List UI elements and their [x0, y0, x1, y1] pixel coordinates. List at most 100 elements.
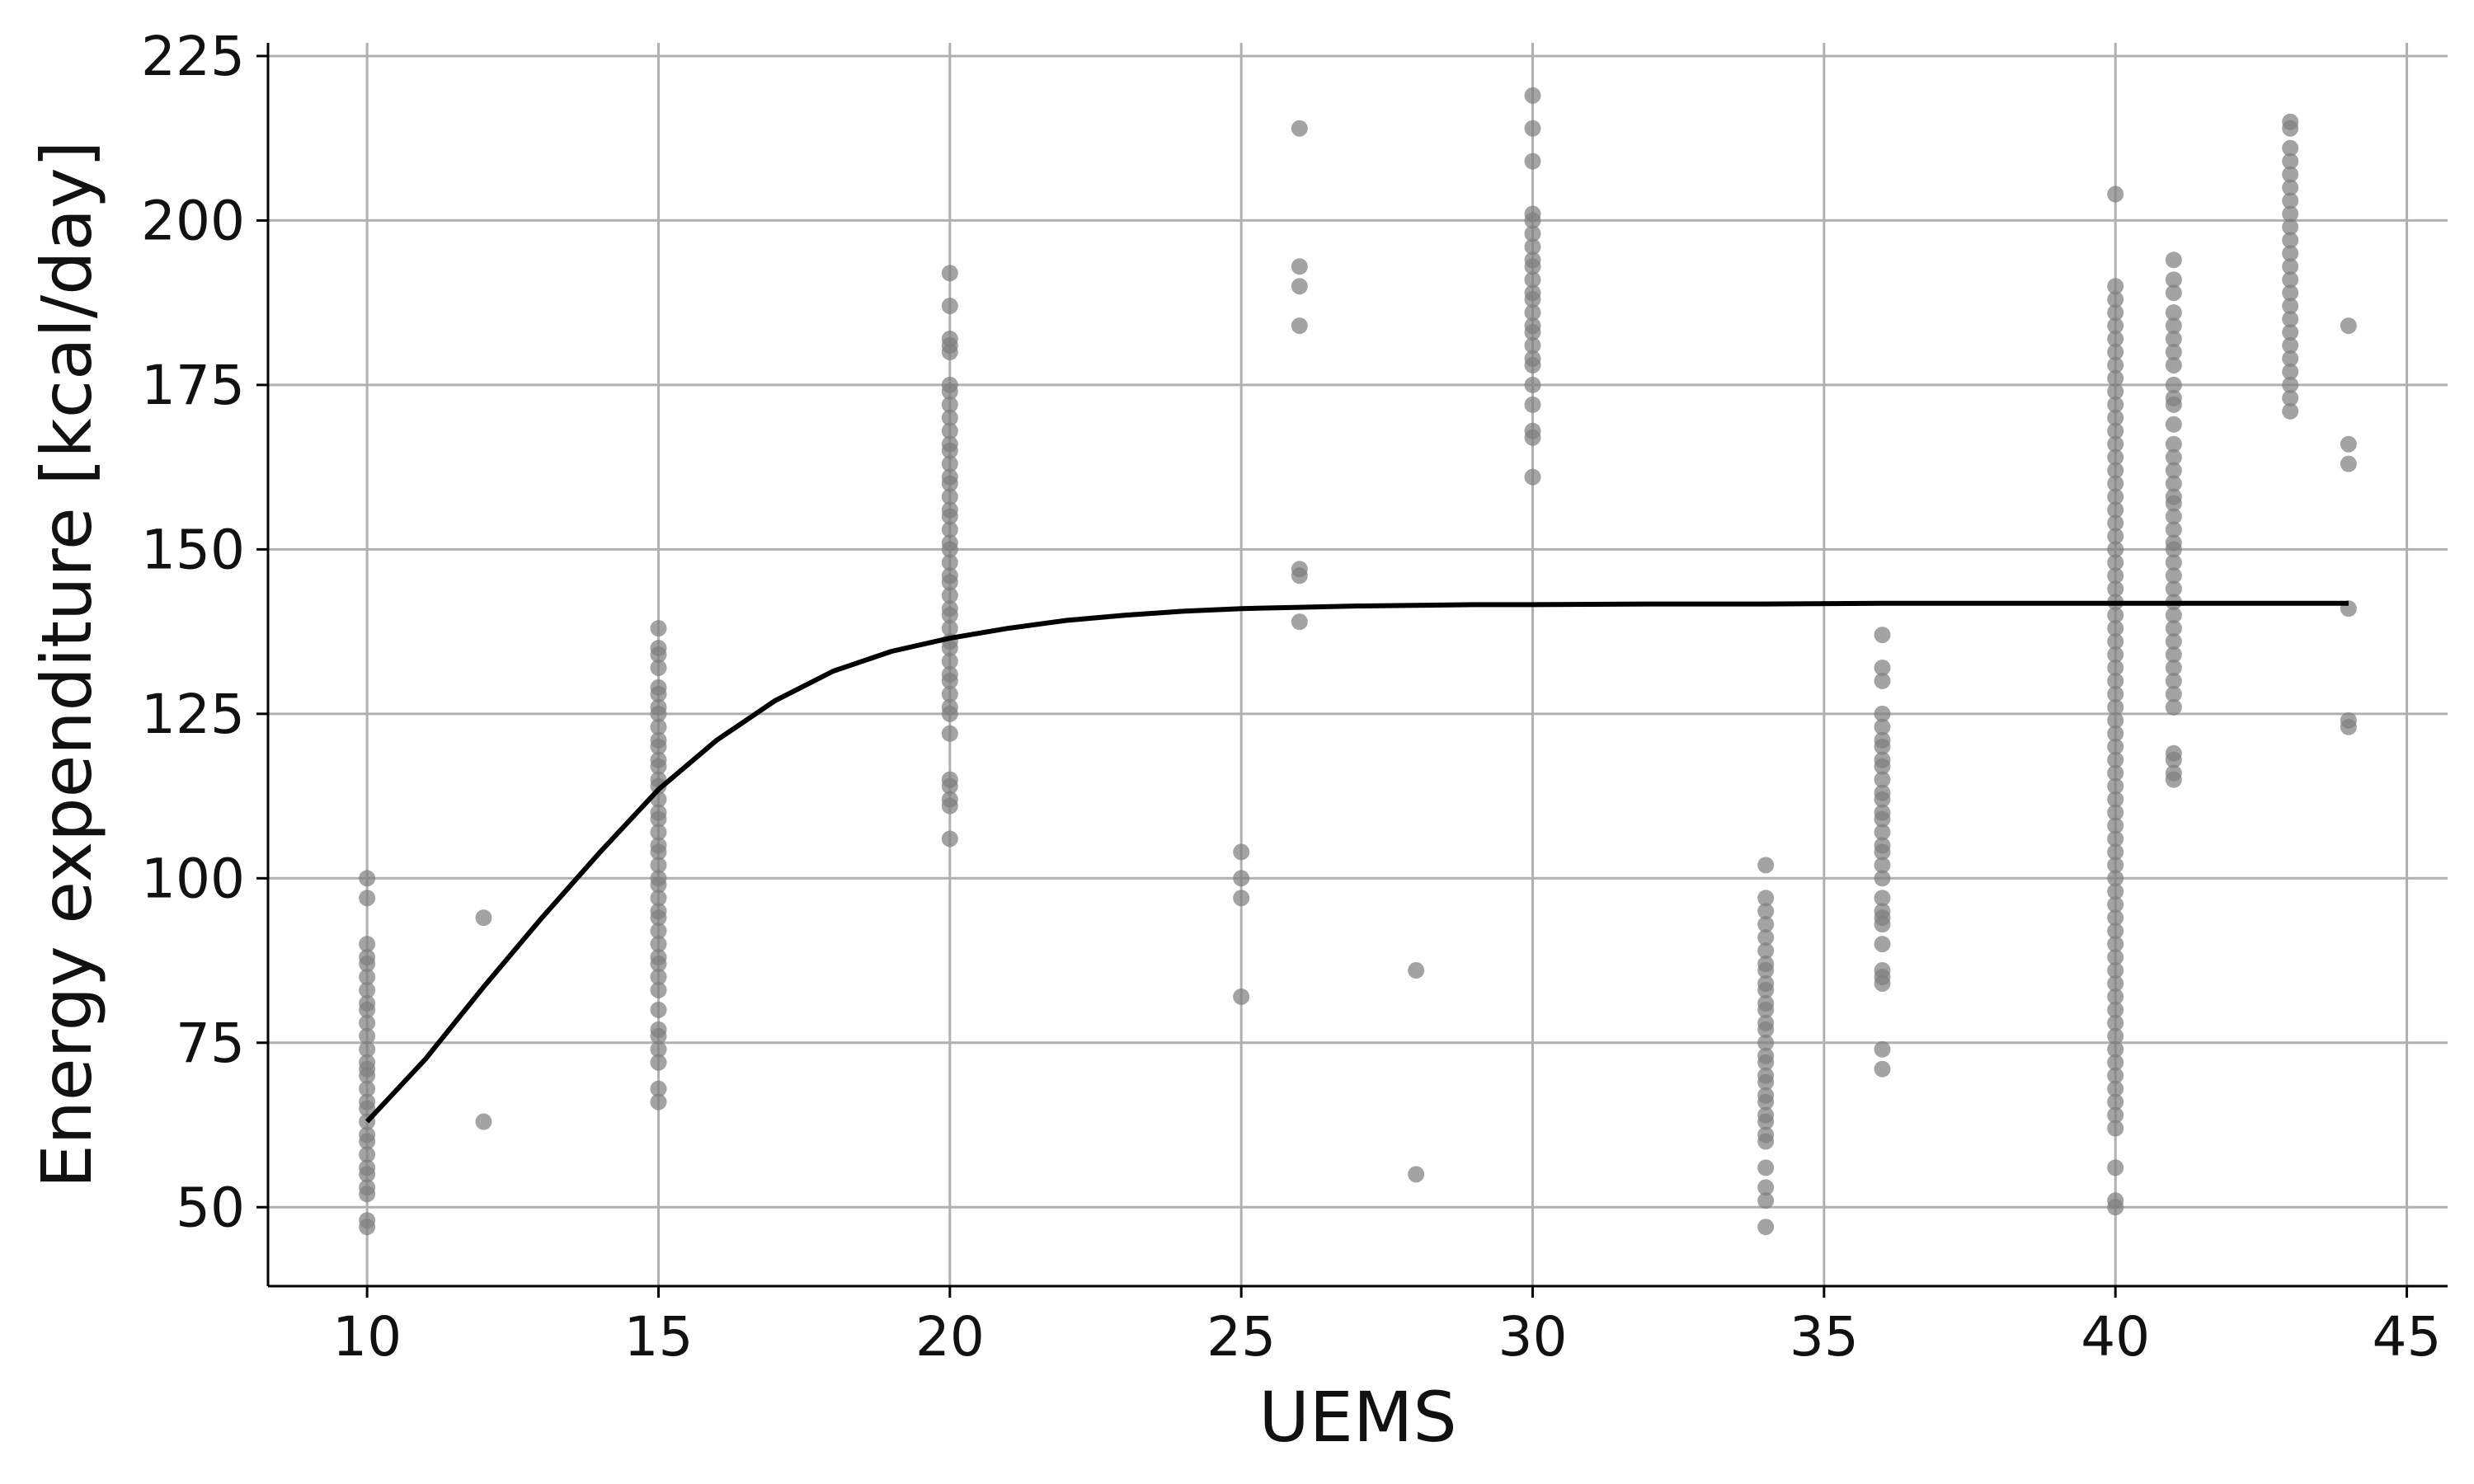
- data-point: [941, 541, 958, 558]
- data-point: [650, 758, 667, 775]
- data-point: [475, 909, 492, 927]
- x-tick-label: 10: [332, 1305, 402, 1369]
- data-point: [650, 843, 667, 861]
- data-point: [650, 1001, 667, 1018]
- data-point: [1524, 356, 1541, 373]
- data-point: [1291, 317, 1308, 335]
- y-tick-label: 175: [141, 354, 245, 417]
- data-point: [475, 1113, 492, 1130]
- data-point: [359, 1067, 376, 1084]
- data-point: [1757, 1073, 1775, 1091]
- data-point: [650, 857, 667, 874]
- data-point: [2165, 317, 2182, 335]
- data-point: [650, 1093, 667, 1111]
- data-point: [2107, 1067, 2124, 1084]
- scatter-series: [359, 87, 2357, 1236]
- data-point: [1524, 337, 1541, 355]
- data-point: [1874, 843, 1891, 861]
- data-point: [2107, 528, 2124, 545]
- data-point: [1874, 718, 1891, 735]
- data-point: [2107, 962, 2124, 979]
- data-point: [2107, 659, 2124, 676]
- data-point: [1524, 153, 1541, 170]
- data-point: [2165, 251, 2182, 269]
- data-point: [1291, 613, 1308, 631]
- data-point: [2107, 725, 2124, 742]
- data-point: [650, 1054, 667, 1071]
- data-point: [2107, 1054, 2124, 1071]
- data-point: [1233, 843, 1250, 861]
- data-point: [941, 422, 958, 439]
- data-point: [2107, 1080, 2124, 1097]
- data-point: [1757, 857, 1775, 874]
- data-point: [1874, 627, 1891, 644]
- data-point: [1291, 120, 1308, 137]
- data-point: [2165, 435, 2182, 453]
- data-point: [1874, 659, 1891, 676]
- data-point: [2282, 324, 2299, 341]
- data-point: [2107, 764, 2124, 782]
- data-point: [1291, 258, 1308, 275]
- data-point: [2165, 607, 2182, 624]
- data-point: [941, 265, 958, 282]
- data-point: [2107, 291, 2124, 308]
- data-point: [2165, 475, 2182, 492]
- data-point: [2107, 988, 2124, 1005]
- data-point: [2107, 567, 2124, 585]
- data-point: [1233, 988, 1250, 1005]
- data-point: [941, 383, 958, 400]
- data-point: [2107, 422, 2124, 439]
- data-point: [941, 344, 958, 361]
- data-point: [650, 685, 667, 702]
- data-point: [2107, 804, 2124, 821]
- axes: [266, 43, 2448, 1288]
- data-point: [1757, 1192, 1775, 1209]
- data-point: [2165, 376, 2182, 393]
- data-point: [1874, 1040, 1891, 1058]
- data-point: [2282, 232, 2299, 249]
- data-point: [2107, 514, 2124, 532]
- data-point: [359, 1186, 376, 1203]
- data-point: [2107, 672, 2124, 689]
- data-point: [359, 890, 376, 907]
- data-point: [1524, 271, 1541, 289]
- data-point: [1524, 468, 1541, 486]
- data-point: [650, 909, 667, 927]
- data-point: [2107, 936, 2124, 953]
- data-point: [2107, 317, 2124, 335]
- data-point: [941, 442, 958, 459]
- data-point: [2165, 344, 2182, 361]
- data-point: [1874, 974, 1891, 992]
- y-axis-title: Energy expenditure [kcal/day]: [26, 141, 107, 1189]
- data-point: [2107, 344, 2124, 361]
- data-point: [2282, 376, 2299, 393]
- data-point: [2107, 383, 2124, 400]
- data-point: [2165, 521, 2182, 538]
- data-point: [2282, 258, 2299, 275]
- data-point: [1233, 870, 1250, 887]
- data-point: [941, 620, 958, 637]
- data-point: [359, 1219, 376, 1236]
- data-point: [2107, 1027, 2124, 1045]
- data-point: [941, 508, 958, 525]
- x-tick-label: 20: [915, 1305, 985, 1369]
- data-point: [2165, 554, 2182, 571]
- data-point: [1524, 396, 1541, 413]
- data-point: [650, 936, 667, 953]
- data-point: [2165, 396, 2182, 413]
- data-point: [2340, 435, 2357, 453]
- data-point: [1757, 1021, 1775, 1038]
- data-point: [2107, 331, 2124, 348]
- data-point: [1757, 916, 1775, 933]
- data-point: [2107, 949, 2124, 966]
- data-point: [1757, 1159, 1775, 1176]
- data-point: [2107, 923, 2124, 940]
- data-point: [2282, 271, 2299, 289]
- data-point: [2282, 284, 2299, 302]
- data-point: [359, 1080, 376, 1097]
- data-point: [1757, 1034, 1775, 1051]
- data-point: [359, 936, 376, 953]
- data-point: [2107, 580, 2124, 598]
- data-point: [2107, 843, 2124, 861]
- data-point: [1757, 890, 1775, 907]
